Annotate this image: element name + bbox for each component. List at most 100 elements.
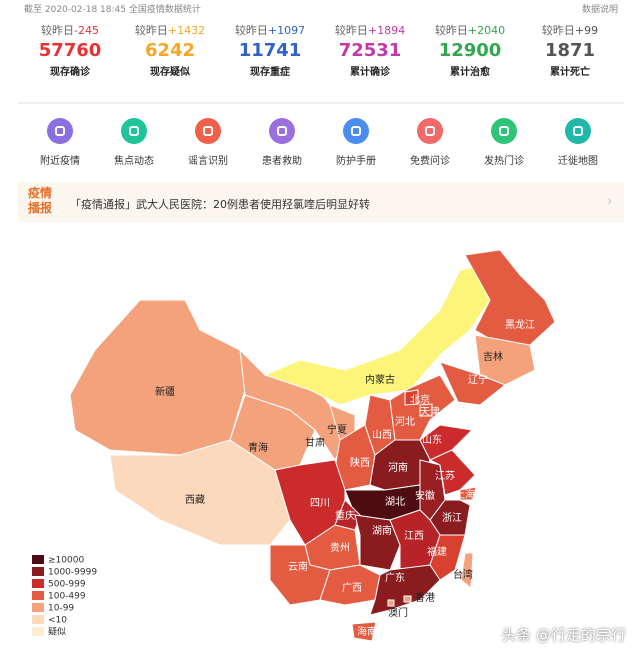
province-label: 西藏	[185, 494, 205, 506]
stat-label: 累计死亡	[550, 67, 590, 78]
province-label: 山东	[422, 433, 442, 446]
province-label: 香港	[415, 592, 435, 604]
province-label: 山西	[372, 429, 392, 441]
stat-value: 12900	[438, 40, 502, 61]
province	[439, 361, 506, 406]
legend-label: 10-99	[48, 604, 74, 614]
menu-item[interactable]: 免费问诊	[395, 118, 465, 167]
menu-label: 焦点动态	[114, 156, 154, 167]
province-label: 广东	[385, 571, 405, 584]
province-label: 台湾	[453, 568, 473, 581]
stat: 较昨日+1894 72531 累计确诊	[320, 22, 420, 78]
province-label: 福建	[427, 545, 447, 558]
province	[387, 599, 395, 607]
province-label: 湖南	[372, 524, 392, 537]
menu-label: 患者救助	[262, 156, 302, 167]
menu-item[interactable]: 焦点动态	[99, 118, 169, 167]
province-label: 江西	[404, 530, 424, 542]
compare-text: 较昨日	[234, 24, 268, 37]
province-label: 云南	[288, 560, 308, 573]
banner[interactable]: 疫情 播报 「疫情通报」武大人民医院：20例患者使用羟氯喹后明显好转 ›	[18, 182, 624, 222]
province-label: 宁夏	[327, 423, 347, 436]
legend-swatch	[32, 603, 44, 612]
menu-icon	[417, 118, 443, 144]
province-label: 重庆	[335, 509, 355, 522]
legend-swatch	[32, 555, 44, 564]
menu-item[interactable]: 附近疫情	[25, 118, 95, 167]
province	[351, 621, 377, 642]
menu-icon	[121, 118, 147, 144]
menu-item[interactable]: 发热门诊	[469, 118, 539, 167]
stat-value: 1871	[544, 40, 596, 61]
arrow: ›	[607, 194, 612, 208]
updated: 截至 2020-02-18 18:45 全国疫情数据统计	[24, 5, 201, 15]
menu-icon	[491, 118, 517, 144]
legend-swatch	[32, 567, 44, 576]
menu-icon	[47, 118, 73, 144]
stat-compare: 较昨日+1894	[320, 22, 420, 38]
menu-item[interactable]: 患者救助	[247, 118, 317, 167]
legend-label: 疑似	[48, 627, 66, 638]
province-label: 陕西	[350, 456, 370, 469]
province-label: 河北	[395, 416, 415, 428]
province-label: 湖北	[385, 496, 405, 508]
stat-compare: 较昨日+1432	[120, 22, 220, 38]
legend-swatch	[32, 627, 44, 636]
province	[419, 403, 433, 417]
stat-value: 72531	[338, 40, 402, 61]
stat: 较昨日+1432 6242 现存疑似	[120, 22, 220, 78]
menu-label: 谣言识别	[188, 156, 228, 167]
menu-label: 迁徙地图	[558, 156, 598, 167]
province-label: 北京	[410, 393, 430, 406]
province-label: 澳门	[388, 606, 408, 619]
compare-text: 较昨日	[541, 24, 575, 37]
divider	[18, 102, 624, 104]
province	[109, 439, 291, 546]
compare-text: 较昨日	[334, 24, 368, 37]
province-label: 甘肃	[305, 436, 325, 449]
legend-label: 100-499	[48, 592, 86, 602]
province-label: 四川	[310, 498, 330, 509]
banner-text: 「疫情通报」武大人民医院：20例患者使用羟氯喹后明显好转	[70, 198, 370, 211]
help-link[interactable]: 数据说明	[581, 5, 618, 15]
delta: -245	[74, 24, 99, 37]
stat: 较昨日+2040 12900 累计治愈	[420, 22, 520, 78]
province-label: 天津	[420, 406, 440, 418]
province-label: 海南	[357, 625, 377, 638]
menu-icon	[269, 118, 295, 144]
province-label: 河南	[388, 461, 408, 474]
legend-label: 500-999	[48, 580, 86, 590]
legend-label: <10	[48, 616, 67, 626]
stat-compare: 较昨日-245	[20, 22, 120, 38]
stat-compare: 较昨日+2040	[420, 22, 520, 38]
delta: +99	[574, 24, 599, 37]
province	[464, 249, 556, 346]
legend-swatch	[32, 591, 44, 600]
menu-item[interactable]: 防护手册	[321, 118, 391, 167]
province-label: 黑龙江	[505, 318, 535, 331]
delta: +2040	[467, 24, 506, 37]
province	[403, 595, 412, 603]
menu-icon	[343, 118, 369, 144]
stat: 较昨日+1097 11741 现存重症	[220, 22, 320, 78]
stat: 较昨日-245 57760 现存确诊	[20, 22, 120, 78]
province-label: 新疆	[155, 385, 175, 398]
delta: +1894	[367, 24, 406, 37]
compare-text: 较昨日	[434, 24, 468, 37]
menu-item[interactable]: 迁徙地图	[543, 118, 613, 167]
stat-label: 现存重症	[250, 67, 290, 78]
stat-label: 现存确诊	[50, 67, 90, 78]
menu-item[interactable]: 谣言识别	[173, 118, 243, 167]
legend-swatch	[32, 579, 44, 588]
delta: +1097	[267, 24, 306, 37]
menu-label: 发热门诊	[484, 156, 524, 167]
menu-label: 免费问诊	[410, 156, 450, 167]
legend-label: 1000-9999	[48, 568, 97, 578]
province-label: 上海	[455, 488, 475, 501]
stat: 较昨日+99 1871 累计死亡	[520, 22, 620, 78]
province-label: 安徽	[415, 489, 435, 502]
menu-label: 附近疫情	[40, 156, 80, 167]
stat-label: 现存疑似	[150, 67, 190, 78]
